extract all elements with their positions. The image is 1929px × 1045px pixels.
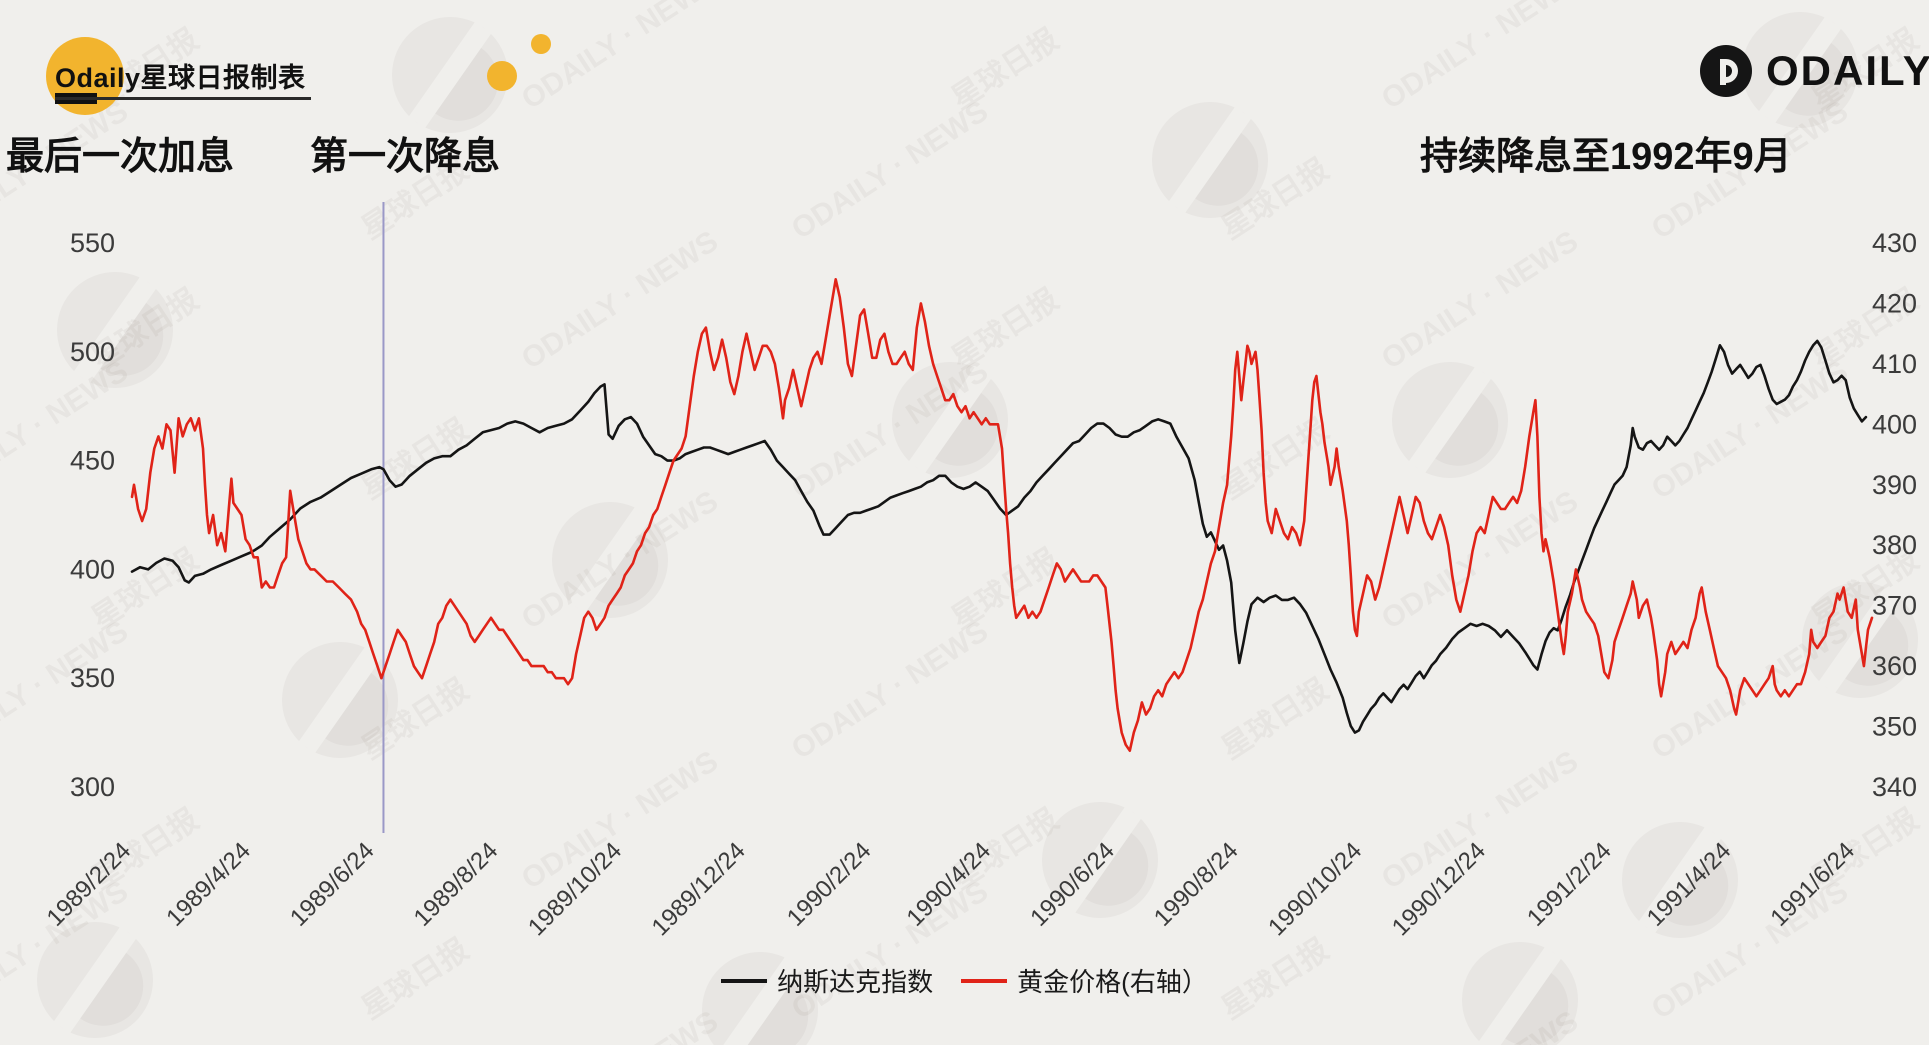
right-axis-tick-label: 400	[1872, 409, 1917, 439]
left-axis-tick-label: 300	[70, 772, 115, 802]
left-axis-tick-label: 350	[70, 663, 115, 693]
x-axis-tick-label: 1990/4/24	[902, 837, 997, 932]
odaily-logo-icon	[1700, 45, 1752, 97]
left-axis-tick-label: 550	[70, 228, 115, 258]
left-axis-tick-label: 400	[70, 554, 115, 584]
x-axis-tick-label: 1989/12/24	[647, 837, 751, 941]
x-axis-tick-label: 1990/2/24	[782, 837, 877, 932]
annotation-continued-cuts: 持续降息至1992年9月	[1420, 136, 1792, 178]
chart-legend: 纳斯达克指数 黄金价格(右轴）	[0, 962, 1929, 999]
decor-dot-large	[487, 61, 517, 91]
right-axis-tick-label: 360	[1872, 651, 1917, 681]
gold-line-swatch	[961, 978, 1008, 983]
right-axis-tick-label: 350	[1872, 712, 1917, 742]
nasdaq-line-swatch	[721, 978, 768, 983]
nasdaq-series-line	[130, 339, 1868, 734]
right-axis-tick-label: 410	[1872, 349, 1917, 379]
decor-dot-small	[531, 34, 551, 54]
x-axis-tick-label: 1991/4/24	[1642, 837, 1737, 932]
right-axis-tick-label: 430	[1872, 228, 1917, 258]
right-axis-tick-label: 380	[1872, 530, 1917, 560]
header-underline-thin	[55, 97, 311, 100]
legend-label-gold: 黄金价格(右轴）	[1017, 967, 1208, 997]
x-axis-tick-label: 1991/6/24	[1765, 837, 1860, 932]
x-axis-tick-label: 1989/6/24	[285, 837, 380, 932]
x-axis-tick-label: 1990/8/24	[1149, 837, 1244, 932]
left-axis-tick-label: 500	[70, 337, 115, 367]
x-axis-tick-label: 1991/2/24	[1522, 837, 1617, 932]
annotation-first-cut: 第一次降息	[310, 136, 501, 178]
legend-item-nasdaq: 纳斯达克指数	[721, 962, 933, 999]
right-axis-tick-label: 340	[1872, 772, 1917, 802]
x-axis-tick-label: 1989/8/24	[409, 837, 504, 932]
header-byline: Odaily星球日报制表	[55, 63, 306, 93]
annotation-last-hike: 最后一次加息	[6, 136, 235, 178]
x-axis-tick-label: 1990/6/24	[1025, 837, 1120, 932]
x-axis-tick-label: 1989/2/24	[42, 837, 137, 932]
legend-label-nasdaq: 纳斯达克指数	[777, 967, 934, 997]
x-axis-tick-label: 1989/4/24	[161, 837, 256, 932]
right-axis-tick-label: 420	[1872, 288, 1917, 318]
x-axis-tick-label: 1990/10/24	[1263, 837, 1367, 941]
right-axis-tick-label: 370	[1872, 591, 1917, 621]
left-axis-tick-label: 450	[70, 446, 115, 476]
legend-item-gold: 黄金价格(右轴）	[961, 962, 1208, 999]
x-axis-tick-label: 1990/12/24	[1387, 837, 1491, 941]
x-axis-tick-label: 1989/10/24	[523, 837, 627, 941]
right-axis-tick-label: 390	[1872, 470, 1917, 500]
rate-annotations-left: 最后一次加息 第一次降息	[6, 125, 500, 180]
gold-series-line	[130, 277, 1874, 753]
